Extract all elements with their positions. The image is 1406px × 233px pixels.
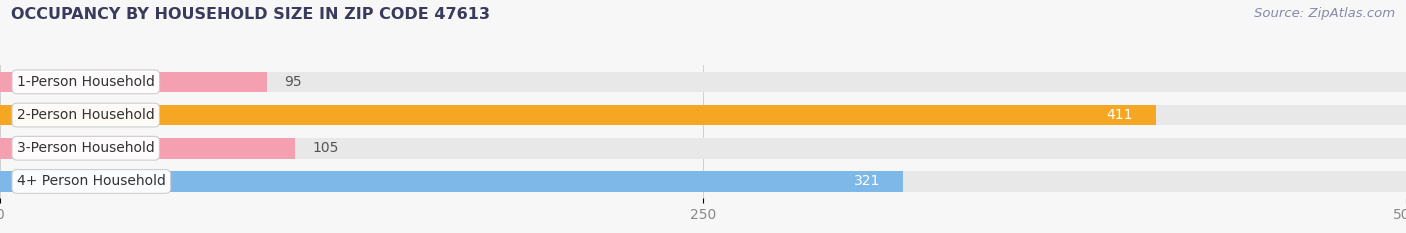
Bar [0,72,1406,92]
Text: 105: 105 [312,141,339,155]
Text: 2-Person Household: 2-Person Household [17,108,155,122]
Text: 95: 95 [284,75,302,89]
Bar [0,138,295,158]
Text: OCCUPANCY BY HOUSEHOLD SIZE IN ZIP CODE 47613: OCCUPANCY BY HOUSEHOLD SIZE IN ZIP CODE … [11,7,491,22]
Text: 3-Person Household: 3-Person Household [17,141,155,155]
Bar [0,171,903,192]
Bar [0,105,1156,125]
Text: 321: 321 [853,175,880,188]
Text: 4+ Person Household: 4+ Person Household [17,175,166,188]
Bar [0,72,267,92]
Bar [0,138,1406,158]
Bar [0,105,1406,125]
Text: 1-Person Household: 1-Person Household [17,75,155,89]
Text: 411: 411 [1107,108,1133,122]
Text: Source: ZipAtlas.com: Source: ZipAtlas.com [1254,7,1395,20]
Bar [0,171,1406,192]
